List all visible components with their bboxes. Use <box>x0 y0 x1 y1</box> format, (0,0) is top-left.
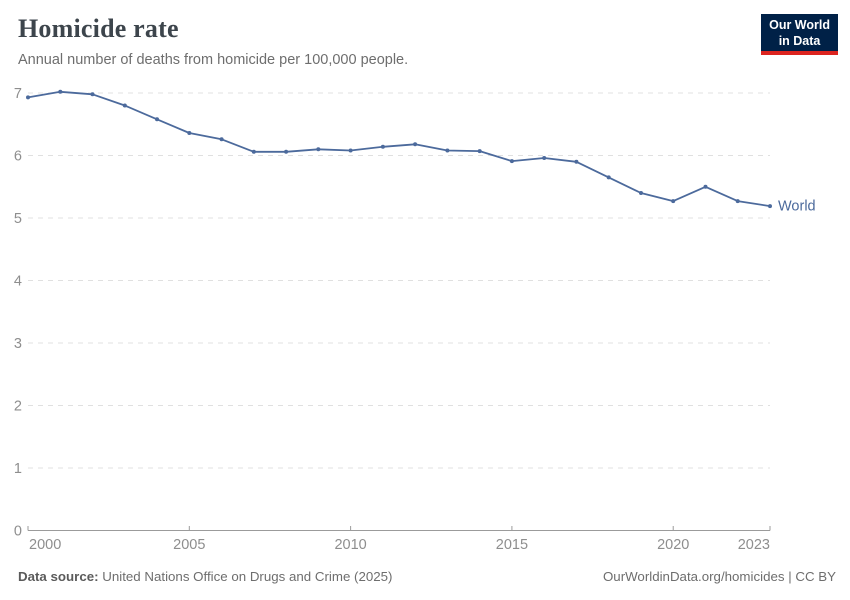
data-point[interactable] <box>735 199 740 204</box>
data-point[interactable] <box>606 175 611 180</box>
data-point[interactable] <box>284 149 289 154</box>
data-point[interactable] <box>509 159 514 164</box>
data-source-label: Data source: <box>18 569 99 584</box>
data-point[interactable] <box>187 131 192 135</box>
y-tick-label: 1 <box>14 461 22 477</box>
data-point[interactable] <box>58 89 63 94</box>
data-point[interactable] <box>155 117 159 122</box>
data-point[interactable] <box>574 159 579 164</box>
page-title: Homicide rate <box>18 14 179 43</box>
chart-subtitle: Annual number of deaths from homicide pe… <box>18 52 409 68</box>
attribution-link[interactable]: OurWorldinData.org/homicides | CC BY <box>602 569 836 584</box>
data-point[interactable] <box>90 92 95 97</box>
data-point[interactable] <box>445 148 450 153</box>
x-tick-label: 2020 <box>657 537 689 553</box>
data-point[interactable] <box>348 148 353 153</box>
y-tick-label: 6 <box>14 149 22 165</box>
x-tick-label: 2010 <box>334 537 366 553</box>
owid-logo[interactable]: Our World in Data <box>761 14 838 56</box>
data-point[interactable] <box>122 103 127 108</box>
data-point[interactable] <box>542 156 547 160</box>
world-line[interactable] <box>27 90 771 207</box>
data-point[interactable] <box>639 191 643 195</box>
x-tick-label: 2023 <box>738 537 770 553</box>
data-point[interactable] <box>413 142 418 147</box>
data-point[interactable] <box>251 149 256 154</box>
data-point[interactable] <box>316 147 321 152</box>
data-point[interactable] <box>671 199 676 204</box>
data-point[interactable] <box>768 204 772 209</box>
y-tick-label: 5 <box>14 211 22 227</box>
data-source-text: United Nations Office on Drugs and Crime… <box>98 569 393 584</box>
y-tick-label: 0 <box>14 524 22 540</box>
data-point[interactable] <box>26 95 30 100</box>
y-tick-label: 3 <box>14 336 22 352</box>
owid-logo-line1: Our World <box>769 18 830 32</box>
y-tick-label: 4 <box>14 274 22 290</box>
data-source: Data source: United Nations Office on Dr… <box>18 569 392 584</box>
x-tick-label: 2015 <box>496 537 528 553</box>
series-end-label[interactable]: World <box>778 199 816 215</box>
data-point[interactable] <box>477 149 482 154</box>
x-tick-label: 2005 <box>173 537 205 553</box>
y-tick-label: 7 <box>14 86 22 102</box>
x-tick-label: 2000 <box>29 537 61 553</box>
data-point[interactable] <box>219 137 224 142</box>
y-tick-label: 2 <box>14 399 22 415</box>
data-point[interactable] <box>703 184 708 189</box>
chart-footer: Data source: United Nations Office on Dr… <box>18 569 836 584</box>
data-point[interactable] <box>380 144 385 149</box>
owid-logo-line2: in Data <box>778 33 821 48</box>
